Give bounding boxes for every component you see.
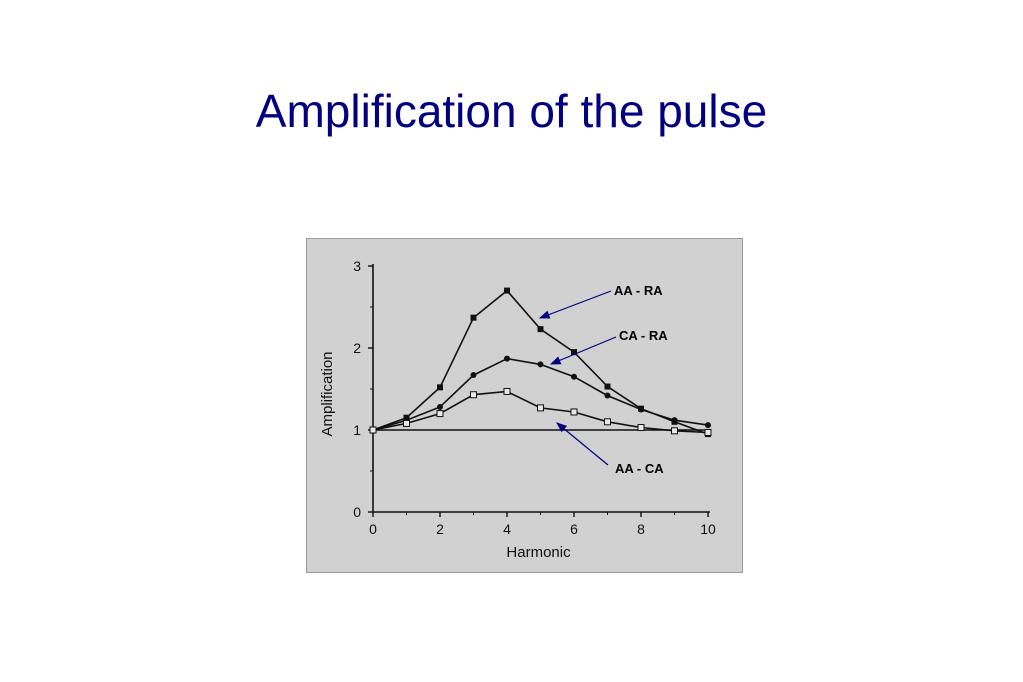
x-axis-title: Harmonic — [506, 544, 571, 561]
y-tick-label: 2 — [353, 340, 361, 356]
x-tick-label: 4 — [503, 521, 511, 537]
x-tick-label: 0 — [369, 521, 377, 537]
data-point — [537, 361, 544, 368]
data-point — [537, 326, 544, 333]
data-point — [470, 372, 477, 379]
x-tick-label: 6 — [570, 521, 578, 537]
slide-title: Amplification of the pulse — [255, 85, 768, 137]
data-point — [504, 355, 510, 362]
data-point — [671, 417, 678, 424]
line-chart: 0 1 2 3 0 2 4 6 8 10 Harmonic Amplification AA - RA C… — [319, 258, 716, 561]
data-point — [537, 404, 544, 412]
data-point — [604, 418, 611, 426]
annotation-arrow — [549, 336, 617, 365]
data-point — [571, 373, 577, 380]
data-point — [437, 404, 443, 411]
chart-figure: 0 1 2 3 0 2 4 6 8 10 Harmonic Amplification AA - RA C… — [306, 238, 743, 573]
data-point — [604, 383, 611, 390]
series-label: AA - CA — [615, 461, 664, 476]
series-label: CA - RA — [619, 328, 668, 343]
data-point — [571, 349, 577, 356]
y-axis-title: Amplification — [319, 351, 336, 436]
data-point — [403, 419, 410, 427]
data-point — [504, 287, 510, 294]
y-tick-label: 3 — [353, 258, 361, 274]
data-point — [470, 314, 477, 321]
data-point — [705, 422, 711, 429]
data-point — [436, 410, 444, 418]
data-point — [638, 406, 644, 413]
series-line-3 — [372, 390, 709, 434]
y-tick-label: 0 — [353, 504, 361, 520]
data-point — [369, 426, 377, 434]
data-point — [604, 392, 611, 399]
annotation-arrow — [538, 290, 612, 319]
data-point — [637, 424, 645, 432]
data-point — [437, 384, 443, 391]
data-point — [704, 428, 712, 436]
data-point — [470, 391, 477, 399]
data-point — [570, 408, 578, 416]
data-point — [671, 427, 678, 435]
annotation-arrow — [556, 422, 609, 466]
x-tick-label: 8 — [637, 521, 645, 537]
y-tick-label: 1 — [353, 422, 361, 438]
series-label: AA - RA — [614, 283, 663, 298]
x-tick-label: 2 — [436, 521, 444, 537]
data-point — [503, 387, 511, 395]
x-tick-label: 10 — [700, 521, 716, 537]
